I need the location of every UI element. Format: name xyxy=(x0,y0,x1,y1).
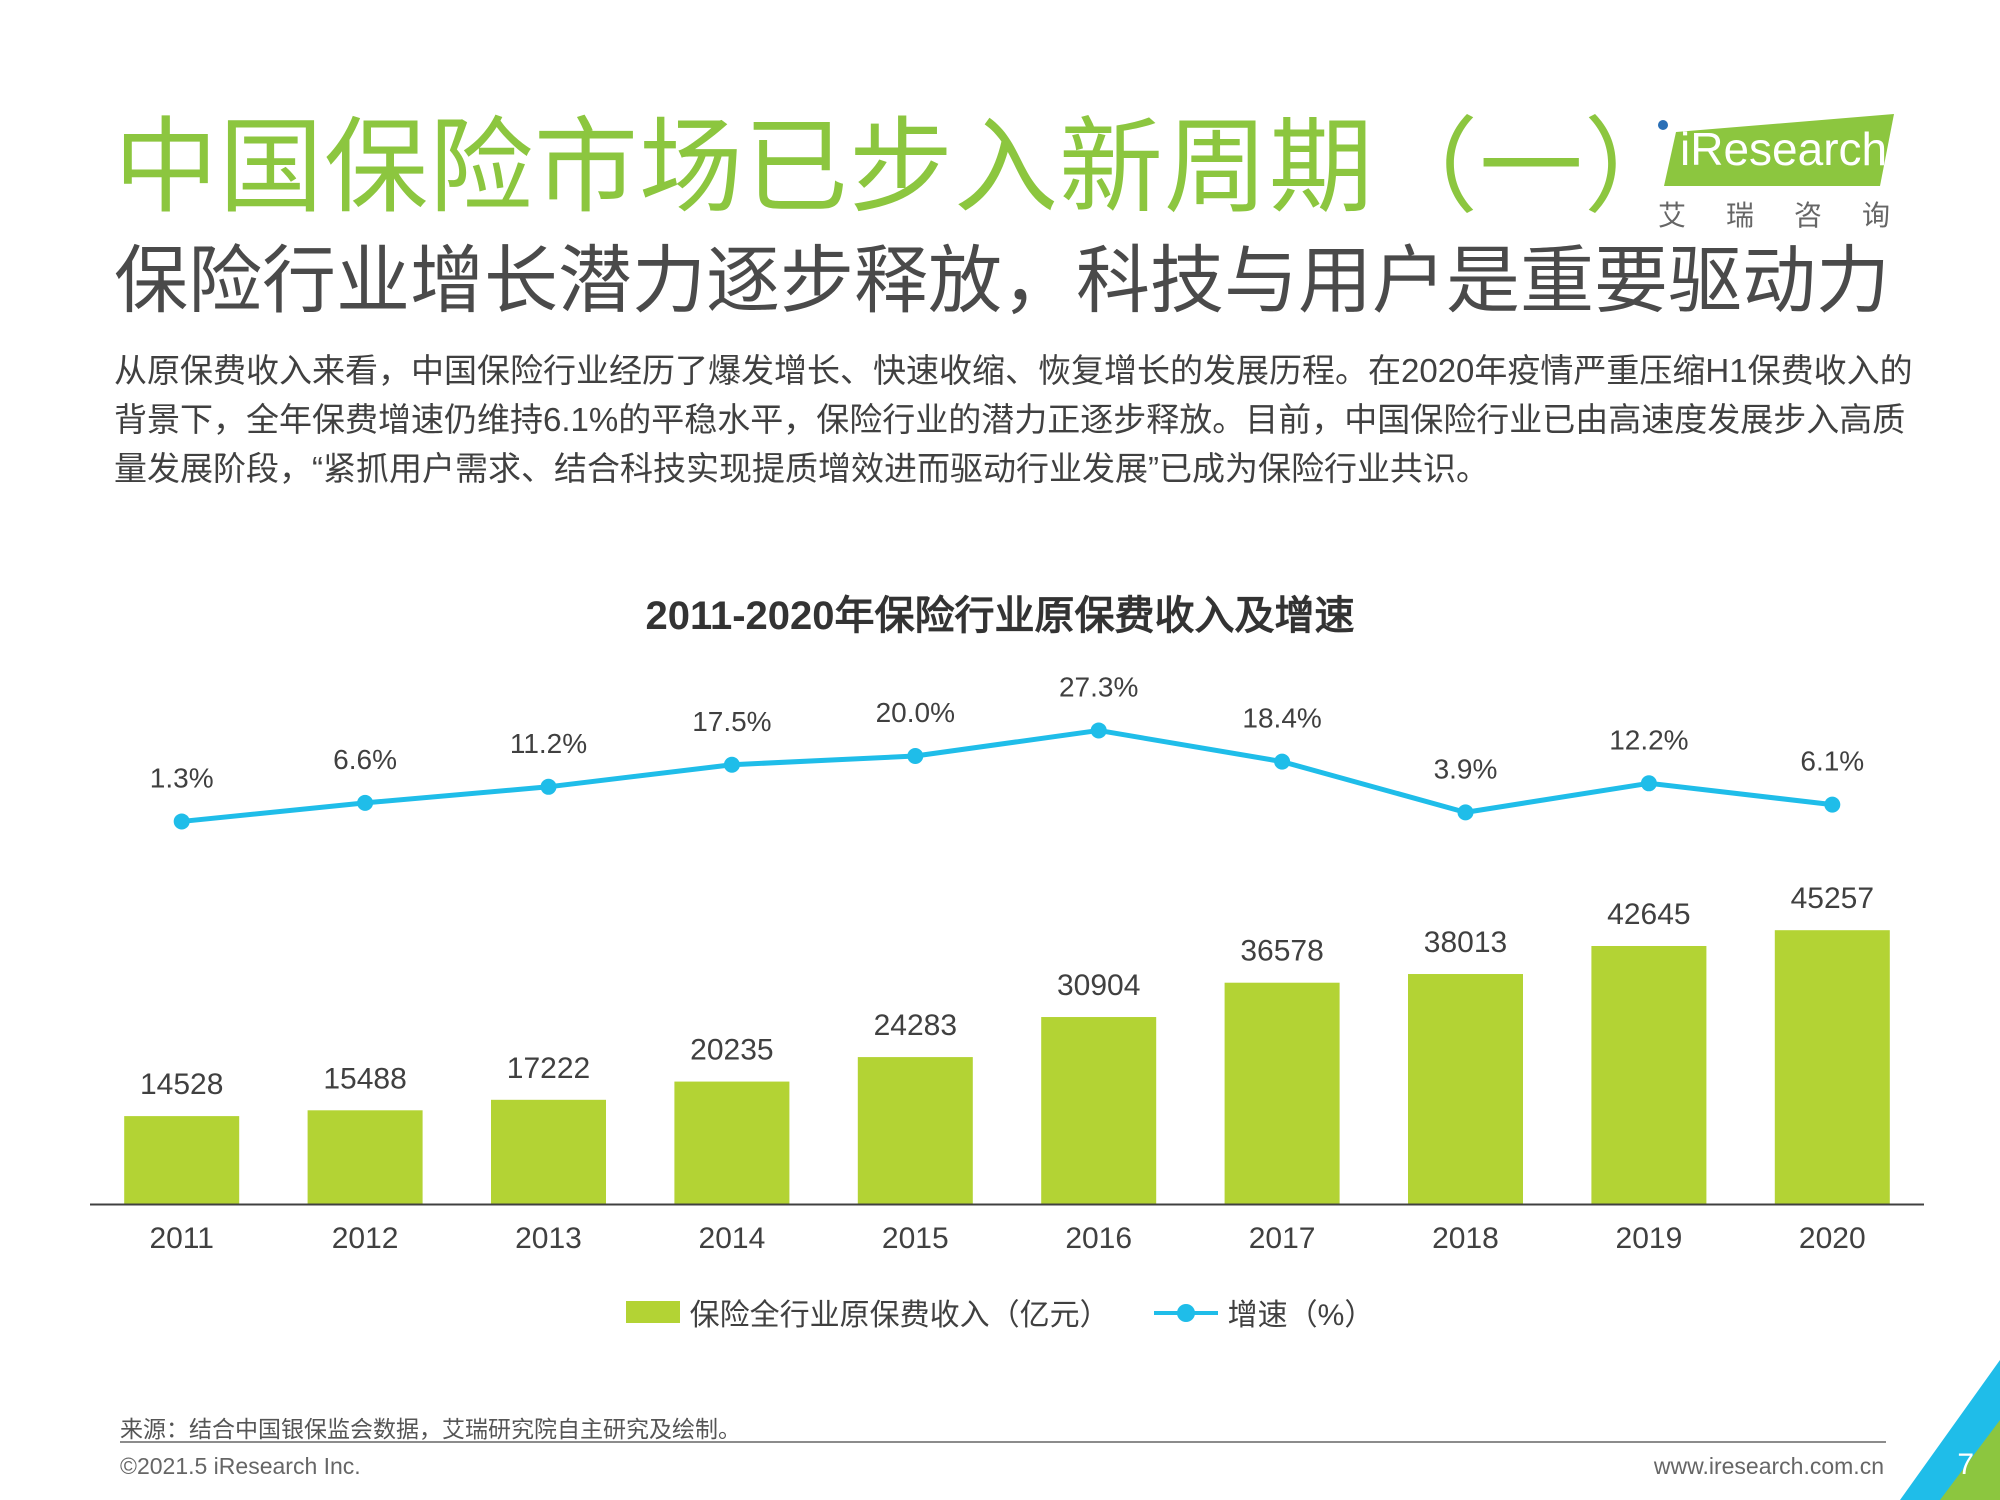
copyright-text: ©2021.5 iResearch Inc. xyxy=(120,1453,361,1479)
logo-dot-icon xyxy=(1658,120,1668,130)
legend-label-growth: 增速（%） xyxy=(1227,1299,1375,1332)
legend-bar-swatch xyxy=(625,1301,680,1323)
bar-2017 xyxy=(1224,982,1340,1204)
growth-label-2019: 12.2% xyxy=(1609,724,1688,755)
growth-point-2019 xyxy=(1640,775,1657,792)
iresearch-logo: iResearch 艾瑞咨询 xyxy=(1650,106,1900,231)
bar-2018 xyxy=(1408,974,1523,1204)
growth-point-2015 xyxy=(907,748,924,764)
x-tick-label-2017: 2017 xyxy=(1249,1222,1316,1255)
logo-chinese-text: 艾瑞咨询 xyxy=(1658,200,1931,231)
x-tick-label-2019: 2019 xyxy=(1616,1222,1683,1255)
growth-point-2016 xyxy=(1090,722,1107,739)
legend-label-income: 保险全行业原保费收入（亿元） xyxy=(689,1299,1110,1332)
chart-title: 2011-2020年保险行业原保费收入及增速 xyxy=(645,594,1355,638)
x-tick-label-2020: 2020 xyxy=(1799,1222,1866,1255)
growth-label-2020: 6.1% xyxy=(1800,746,1864,777)
logo-brand-text: iResearch xyxy=(1680,123,1888,175)
page-number: 7 xyxy=(1957,1448,1974,1481)
growth-label-2013: 11.2% xyxy=(510,728,587,759)
intro-paragraph: 从原保费收入来看，中国保险行业经历了爆发增长、快速收缩、恢复增长的发展历程。在2… xyxy=(114,352,1913,487)
page-subtitle: 保险行业增长潜力逐步释放，科技与用户是重要驱动力 xyxy=(114,239,1890,322)
growth-point-2012 xyxy=(357,794,374,811)
bar-2011 xyxy=(124,1116,240,1204)
premium-income-chart: 14528 15488 17222 20235 24283 30904 36578 38013… xyxy=(90,671,1924,1255)
growth-point-2017 xyxy=(1274,753,1291,770)
growth-label-2018: 3.9% xyxy=(1434,753,1498,784)
x-tick-label-2014: 2014 xyxy=(699,1222,766,1255)
bar-value-label-2011: 14528 xyxy=(140,1068,223,1101)
growth-point-2011 xyxy=(173,813,190,830)
bar-2019 xyxy=(1591,945,1707,1204)
bar-value-label-2017: 36578 xyxy=(1240,935,1323,968)
growth-label-2016: 27.3% xyxy=(1059,671,1138,702)
legend-item-income: 保险全行业原保费收入（亿元） xyxy=(625,1290,1110,1334)
growth-label-2017: 18.4% xyxy=(1242,703,1321,734)
growth-rate-line xyxy=(181,727,1833,824)
bar-value-label-2014: 20235 xyxy=(690,1034,773,1067)
bar-2013 xyxy=(491,1099,606,1204)
growth-point-2013 xyxy=(540,778,557,795)
bar-value-label-2018: 38013 xyxy=(1424,926,1507,959)
bar-value-label-2019: 42645 xyxy=(1607,898,1690,931)
bar-value-label-2013: 17222 xyxy=(507,1052,590,1085)
x-tick-label-2012: 2012 xyxy=(332,1222,399,1255)
x-tick-label-2013: 2013 xyxy=(515,1222,582,1255)
bar-value-label-2012: 15488 xyxy=(323,1062,406,1095)
website-link[interactable]: www.iresearch.com.cn xyxy=(1653,1453,1884,1479)
x-tick-label-2016: 2016 xyxy=(1065,1222,1132,1255)
growth-point-2018 xyxy=(1457,804,1474,821)
chart-legend: 保险全行业原保费收入（亿元） 增速（%） xyxy=(0,1290,2000,1334)
x-tick-label-2018: 2018 xyxy=(1432,1222,1499,1255)
growth-point-2014 xyxy=(723,756,740,773)
bar-2016 xyxy=(1041,1017,1157,1204)
page-title: 中国保险市场已步入新周期（一） xyxy=(114,110,1690,226)
corner-decoration xyxy=(1900,1360,2000,1500)
legend-item-growth: 增速（%） xyxy=(1153,1290,1375,1334)
x-tick-label-2011: 2011 xyxy=(149,1222,214,1255)
legend-line-marker xyxy=(1153,1301,1218,1323)
bar-value-label-2015: 24283 xyxy=(874,1009,957,1042)
x-tick-label-2015: 2015 xyxy=(882,1222,949,1255)
growth-label-2012: 6.6% xyxy=(333,744,397,775)
growth-point-2020 xyxy=(1824,796,1841,813)
bar-value-label-2016: 30904 xyxy=(1057,969,1140,1002)
growth-label-2014: 17.5% xyxy=(692,706,771,737)
source-note: 来源：结合中国银保监会数据，艾瑞研究院自主研究及绘制。 xyxy=(120,1416,741,1442)
bar-2020 xyxy=(1774,930,1890,1204)
bar-2012 xyxy=(307,1110,423,1204)
bar-2015 xyxy=(857,1057,973,1204)
footer-divider xyxy=(120,1441,1886,1443)
bar-value-label-2020: 45257 xyxy=(1791,882,1874,915)
growth-label-2015: 20.0% xyxy=(876,697,955,728)
logo-banner-shape xyxy=(1664,114,1894,186)
bar-2014 xyxy=(674,1081,790,1204)
growth-label-2011: 1.3% xyxy=(150,762,214,793)
